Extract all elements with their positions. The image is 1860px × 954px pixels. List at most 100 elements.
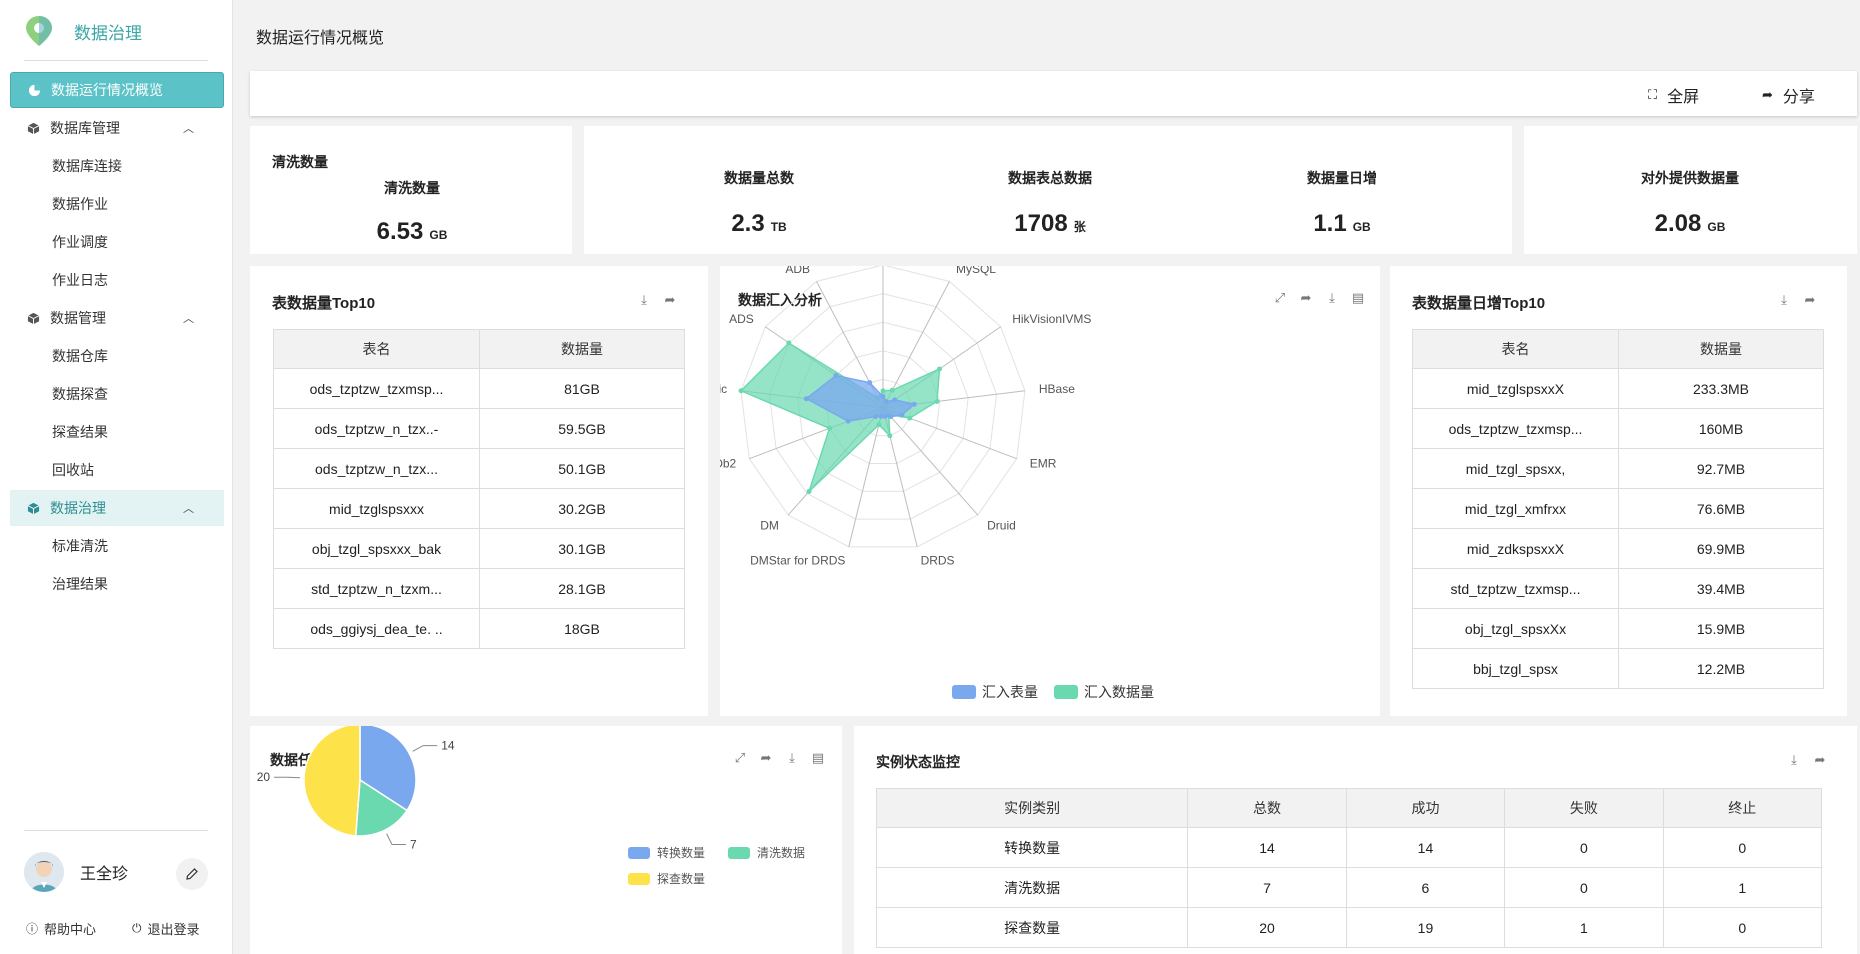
pie-slice[interactable] xyxy=(303,726,361,837)
document-icon[interactable]: ▤ xyxy=(1351,290,1365,305)
radar-axis xyxy=(882,407,979,516)
radar-point[interactable] xyxy=(833,373,839,379)
radar-point[interactable] xyxy=(911,401,917,407)
table-row[interactable]: mid_tzglspsxxX 233.3MB xyxy=(1412,368,1824,409)
nav-standard-cleaning[interactable]: 标准清洗 xyxy=(52,538,108,554)
download-icon[interactable]: ⤓ xyxy=(1781,292,1787,307)
radar-indicator-label: HBase xyxy=(1039,382,1075,396)
table-row[interactable]: std_tzptzw_n_tzxm... 28.1GB xyxy=(273,568,685,609)
table-row[interactable]: 探查数量 20 19 1 0 xyxy=(875,907,1823,948)
table-row[interactable]: 清洗数据 7 6 0 1 xyxy=(875,867,1823,908)
radar-point[interactable] xyxy=(803,396,809,402)
pie-slice[interactable] xyxy=(354,778,409,837)
sidebar: 数据治理 数据运行情况概览 数据库管理 ︿ 数据库连接 数据作业 作业调度 作业… xyxy=(0,0,233,954)
table-row[interactable]: ods_tzptzw_tzxmsp... 81GB xyxy=(273,368,685,409)
table-row[interactable]: obj_tzgl_spsxXx 15.9MB xyxy=(1412,608,1824,649)
radar-point[interactable] xyxy=(892,397,898,403)
nav-explore-results[interactable]: 探查结果 xyxy=(52,424,108,440)
radar-point[interactable] xyxy=(889,387,895,393)
table-row[interactable]: mid_tzgl_xmfrxx 76.6MB xyxy=(1412,488,1824,529)
table-row[interactable]: ods_tzptzw_n_tzx... 50.1GB xyxy=(273,448,685,489)
stat-label: 数据量总数 xyxy=(724,170,794,186)
table-cell: 92.7MB xyxy=(1618,448,1824,489)
table-row[interactable]: std_tzptzw_tzxmsp... 39.4MB xyxy=(1412,568,1824,609)
stat-unit: GB xyxy=(1707,220,1726,234)
share-icon[interactable]: ➦ xyxy=(1300,290,1312,305)
brand-title: 数据治理 xyxy=(74,23,142,43)
radar-point[interactable] xyxy=(806,488,812,494)
radar-point[interactable] xyxy=(936,366,942,372)
download-icon[interactable]: ⤓ xyxy=(641,292,647,307)
expand-icon[interactable]: ⤢ xyxy=(734,750,746,765)
download-icon[interactable]: ⤓ xyxy=(1329,290,1335,305)
radar-point[interactable] xyxy=(878,413,884,419)
nav-database-management-label: 数据库管理 xyxy=(50,120,120,136)
nav-data-management[interactable]: 数据管理 ︿ xyxy=(10,300,224,336)
table-cell: 160MB xyxy=(1618,408,1824,449)
document-icon[interactable]: ▤ xyxy=(811,750,825,765)
table-cell: 7 xyxy=(1187,867,1347,908)
nav-data-explore[interactable]: 数据探查 xyxy=(52,386,108,402)
expand-icon[interactable]: ⤢ xyxy=(1274,290,1286,305)
radar-point[interactable] xyxy=(888,414,894,420)
edit-profile-button[interactable] xyxy=(176,858,208,890)
share-icon[interactable]: ➦ xyxy=(664,292,676,307)
table-row[interactable]: 转换数量 14 14 0 0 xyxy=(875,827,1823,868)
radar-point[interactable] xyxy=(845,418,851,424)
fullscreen-button[interactable]: ⛶ 全屏 xyxy=(1648,83,1699,107)
radar-point[interactable] xyxy=(738,388,744,394)
nav-data-governance[interactable]: 数据治理 ︿ xyxy=(10,490,224,526)
radar-point[interactable] xyxy=(867,380,873,386)
nav-overview-label: 数据运行情况概览 xyxy=(51,82,163,98)
table-row[interactable]: ods_ggiysj_dea_te. .. 18GB xyxy=(273,608,685,649)
share-icon[interactable]: ➦ xyxy=(1814,752,1826,767)
radar-point[interactable] xyxy=(934,398,940,404)
table-row[interactable]: mid_tzgl_spsxx, 92.7MB xyxy=(1412,448,1824,489)
radar-point[interactable] xyxy=(880,394,886,400)
nav-recycle-bin[interactable]: 回收站 xyxy=(52,462,94,478)
table-row[interactable]: bbj_tzgl_spsx 12.2MB xyxy=(1412,648,1824,689)
radar-indicator-label: DRDS xyxy=(921,553,955,567)
nav-governance-results[interactable]: 治理结果 xyxy=(52,576,108,592)
share-icon[interactable]: ➦ xyxy=(1804,292,1816,307)
radar-point[interactable] xyxy=(880,388,886,394)
radar-grid-ring xyxy=(740,266,1026,548)
nav-job-log[interactable]: 作业日志 xyxy=(52,272,108,288)
radar-point[interactable] xyxy=(786,340,792,346)
download-icon[interactable]: ⤓ xyxy=(789,750,795,765)
share-button[interactable]: ➦ 分享 xyxy=(1762,83,1815,107)
nav-data-warehouse[interactable]: 数据仓库 xyxy=(52,348,108,364)
table-row[interactable]: mid_tzglspsxxx 30.2GB xyxy=(273,488,685,529)
radar-indicator-label: Db2 xyxy=(720,457,737,471)
nav-database-management[interactable]: 数据库管理 ︿ xyxy=(10,110,224,146)
table-cell: 233.3MB xyxy=(1618,368,1824,409)
help-center-link[interactable]: ⓘ 帮助中心 xyxy=(26,919,96,938)
stat-label: 数据表总数据 xyxy=(1008,170,1092,186)
card-title: 实例状态监控 xyxy=(876,754,960,770)
share-icon[interactable]: ➦ xyxy=(760,750,772,765)
nav-data-jobs[interactable]: 数据作业 xyxy=(52,196,108,212)
radar-point[interactable] xyxy=(827,425,833,431)
stat-number: 2.08 xyxy=(1654,210,1702,237)
pie-slice[interactable] xyxy=(359,726,417,812)
table-top10-card: 表数据量Top10 ⤓ ➦ 表名 数据量 ods_tzptzw_tzxmsp..… xyxy=(250,266,708,716)
radar-point[interactable] xyxy=(876,422,882,428)
table-row[interactable]: ods_tzptzw_tzxmsp... 160MB xyxy=(1412,408,1824,449)
logout-link[interactable]: ⏻ 退出登录 xyxy=(132,919,200,938)
radar-point[interactable] xyxy=(899,412,905,418)
table-row[interactable]: ods_tzptzw_n_tzx..- 59.5GB xyxy=(273,408,685,449)
nav-job-scheduling[interactable]: 作业调度 xyxy=(52,234,108,250)
table-row[interactable]: mid_zdkspsxxX 69.9MB xyxy=(1412,528,1824,569)
nav-overview[interactable]: 数据运行情况概览 xyxy=(10,72,224,108)
table-row[interactable]: obj_tzgl_spsxxx_bak 30.1GB xyxy=(273,528,685,569)
nav-db-connection[interactable]: 数据库连接 xyxy=(52,158,122,174)
stat-value: 2.08 GB xyxy=(1610,210,1770,238)
column-header: 总数 xyxy=(1187,788,1347,828)
radar-point[interactable] xyxy=(883,399,889,405)
radar-point[interactable] xyxy=(872,414,878,420)
download-icon[interactable]: ⤓ xyxy=(1791,752,1797,767)
radar-point[interactable] xyxy=(887,433,893,439)
table-cell: ods_tzptzw_tzxmsp... xyxy=(1412,408,1619,449)
radar-point[interactable] xyxy=(882,413,888,419)
radar-point[interactable] xyxy=(907,415,913,421)
